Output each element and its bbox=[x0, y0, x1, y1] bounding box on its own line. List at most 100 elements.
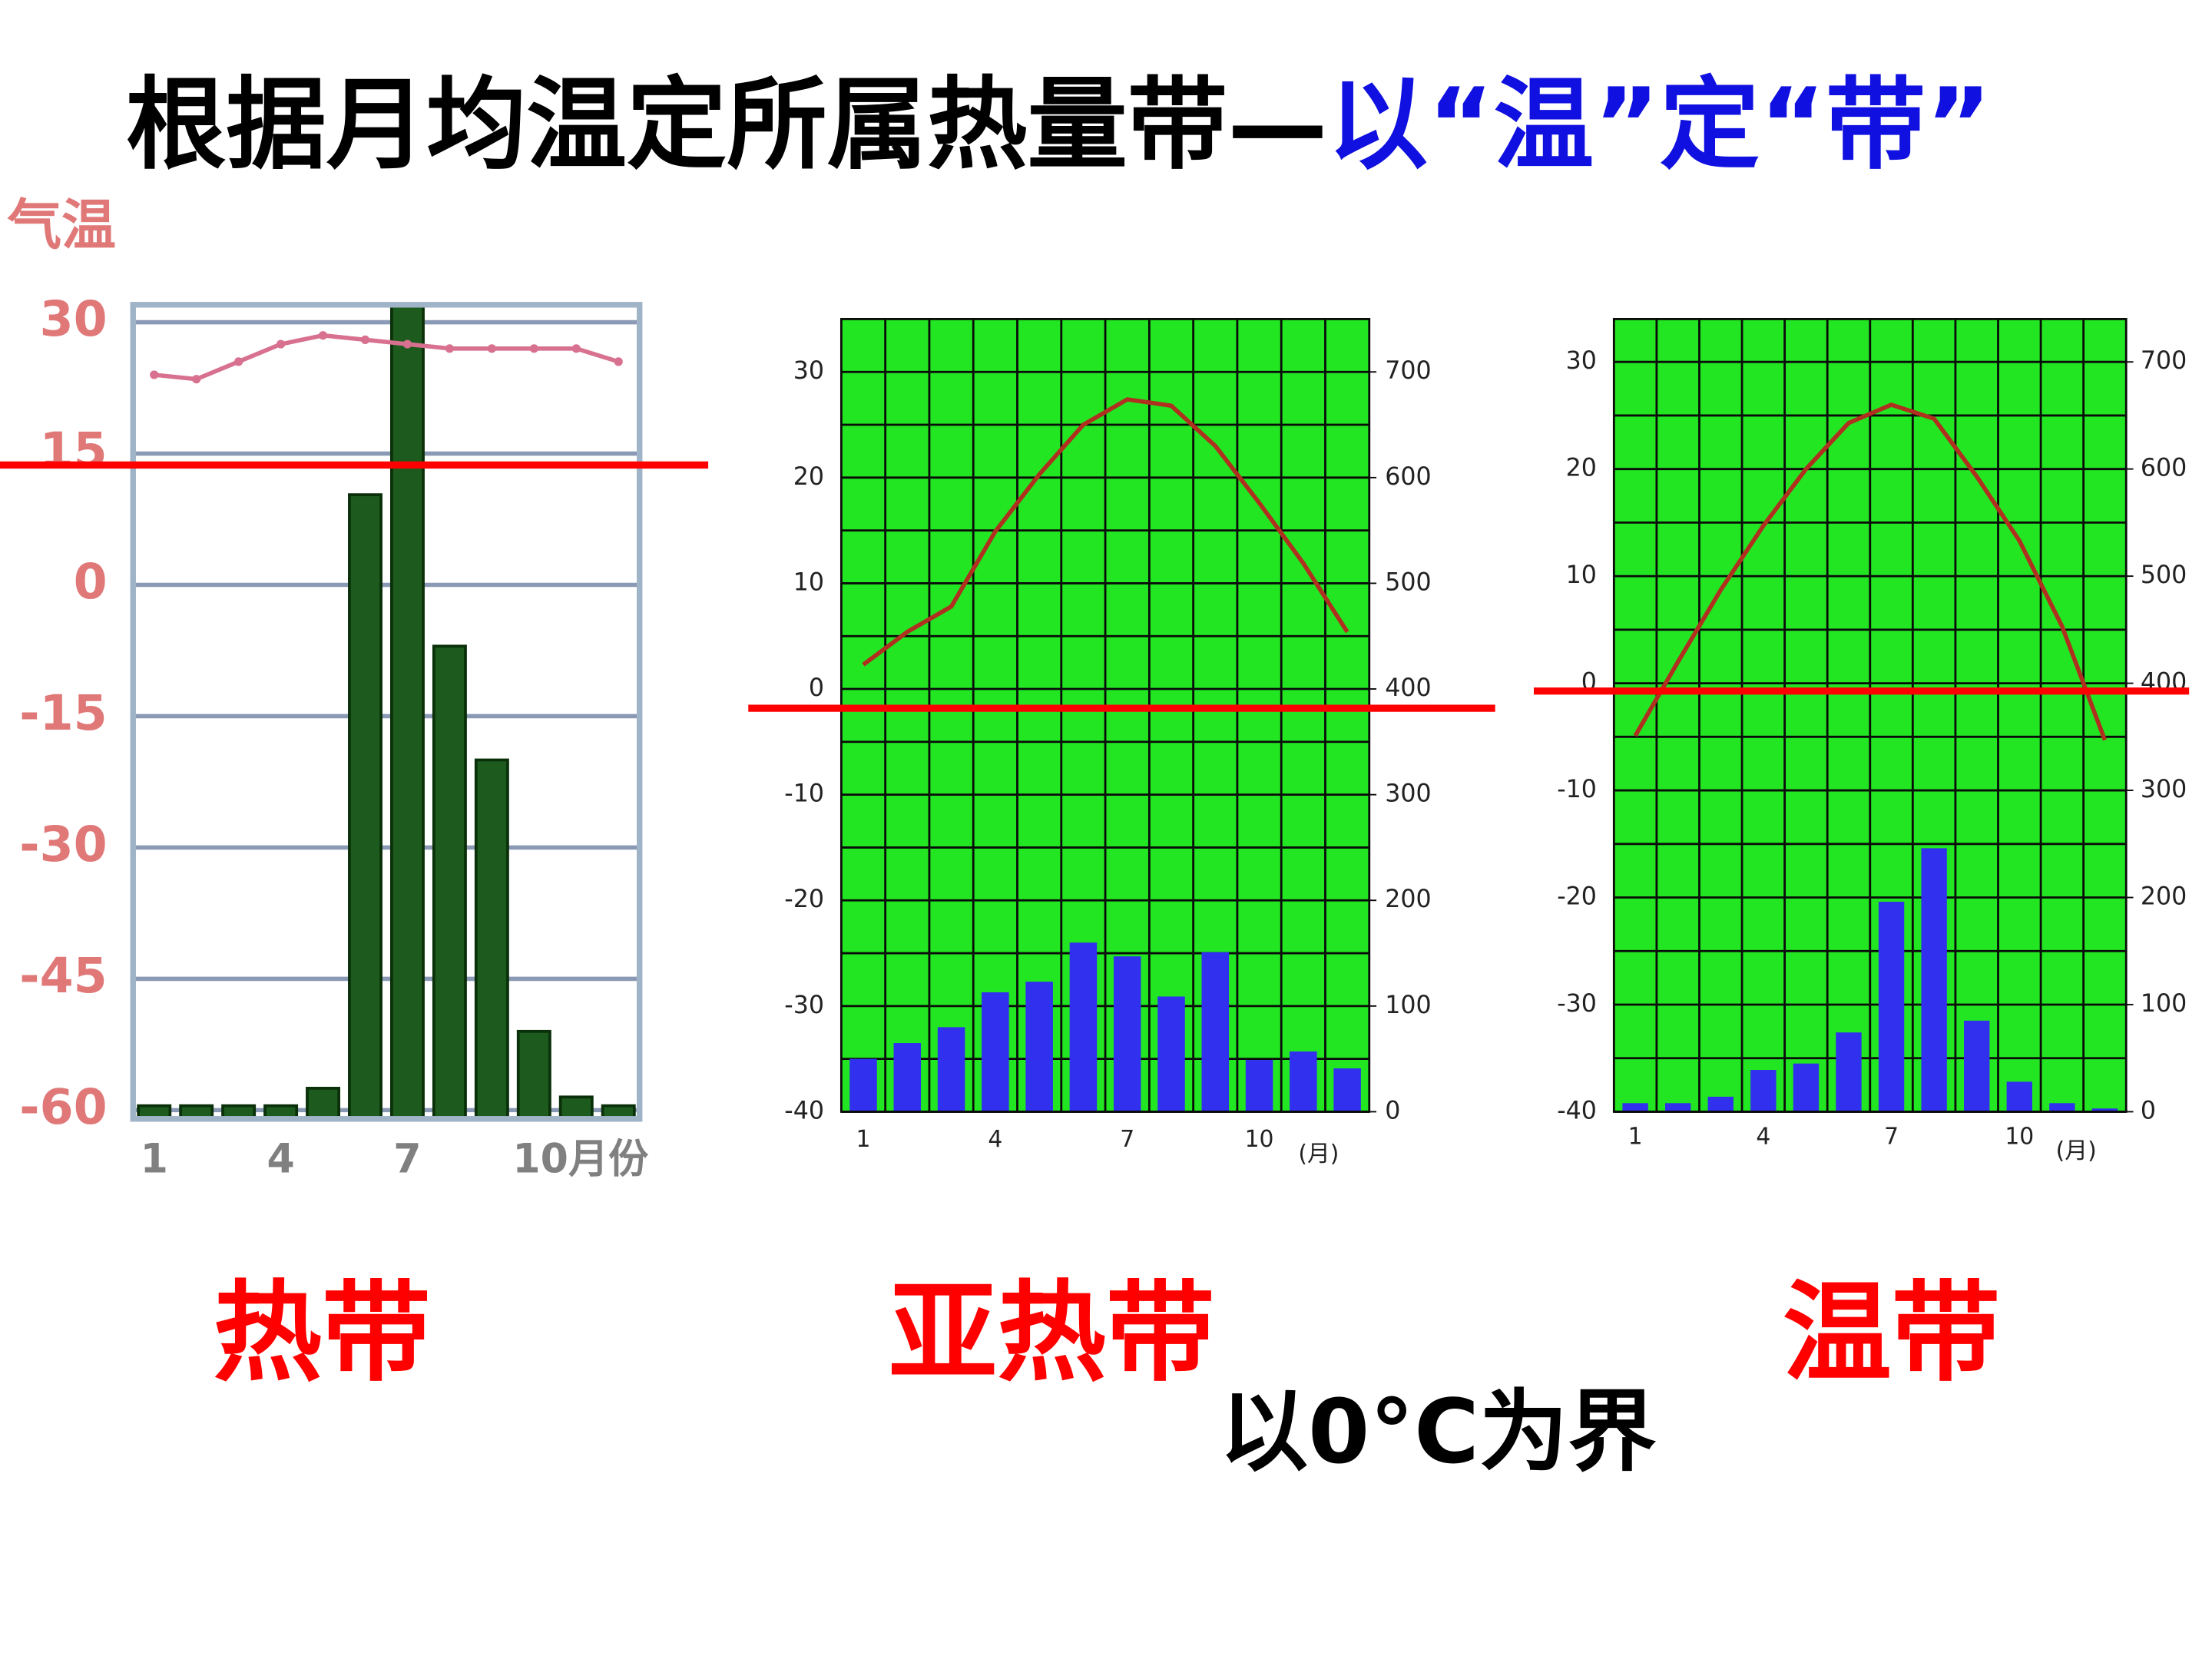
y-tick-label: 30 bbox=[1566, 347, 1597, 375]
bar bbox=[2091, 1108, 2118, 1112]
bar bbox=[1025, 982, 1053, 1112]
bar bbox=[1622, 1103, 1648, 1112]
line-marker bbox=[360, 335, 370, 344]
bar bbox=[2049, 1103, 2075, 1112]
y-tick-label: -60 bbox=[19, 1078, 107, 1135]
bar bbox=[1201, 952, 1230, 1112]
x-tick-label: 7 bbox=[393, 1137, 421, 1183]
y-tick-label: 20 bbox=[1566, 455, 1597, 482]
bar bbox=[516, 1029, 551, 1121]
y2-tick-label: 400 bbox=[1385, 674, 1431, 702]
plot-area bbox=[133, 304, 640, 1119]
bar bbox=[849, 1058, 877, 1112]
x-tick-label: 7 bbox=[1884, 1123, 1899, 1150]
bar bbox=[1113, 956, 1141, 1112]
bar bbox=[389, 303, 425, 1121]
y-tick-label: -10 bbox=[784, 780, 824, 808]
y2-tick-label: 500 bbox=[1385, 568, 1431, 596]
y2-tick-label: 600 bbox=[2141, 455, 2187, 482]
y-axis-label: 气温 bbox=[7, 194, 116, 257]
x-axis-label: (月) bbox=[2056, 1137, 2097, 1164]
x-tick-label: 4 bbox=[988, 1126, 1002, 1153]
y-tick-label: -45 bbox=[19, 947, 107, 1004]
y2-tick-label: 0 bbox=[2141, 1097, 2156, 1124]
bar bbox=[1290, 1051, 1317, 1112]
bar bbox=[1707, 1096, 1734, 1112]
zone-label: 热带 bbox=[214, 1269, 431, 1396]
bar bbox=[1333, 1068, 1361, 1112]
y2-tick-label: 0 bbox=[1385, 1097, 1400, 1124]
x-tick-label: 10 bbox=[2005, 1123, 2034, 1150]
line bbox=[154, 333, 620, 382]
y-tick-label: -40 bbox=[784, 1097, 824, 1124]
x-tick-label: 7 bbox=[1120, 1126, 1134, 1153]
bar bbox=[1069, 942, 1098, 1112]
x-tick-label: 1 bbox=[141, 1137, 168, 1183]
zone-label: 亚热带 bbox=[889, 1269, 1215, 1396]
x-tick-label: 10月份 bbox=[512, 1137, 648, 1183]
x-tick-label: 10 bbox=[1245, 1126, 1274, 1153]
y-tick-label: 10 bbox=[1566, 561, 1597, 589]
title-main: 根据月均温定所属热量带— bbox=[126, 66, 1328, 183]
bar bbox=[1921, 848, 1947, 1112]
plot-frame bbox=[839, 318, 1371, 1113]
bar bbox=[1793, 1063, 1820, 1112]
y2-tick-label: 200 bbox=[1385, 886, 1431, 913]
y-tick-label: -40 bbox=[1557, 1097, 1597, 1124]
y2-tick-label: 300 bbox=[2141, 776, 2187, 803]
y2-tick-label: 100 bbox=[2141, 990, 2187, 1018]
y-tick-label: 30 bbox=[40, 290, 108, 347]
bar bbox=[558, 1095, 594, 1121]
y-tick-label: 30 bbox=[793, 357, 824, 385]
line-marker bbox=[234, 357, 243, 366]
bar bbox=[1964, 1020, 1990, 1112]
x-tick-label: 1 bbox=[856, 1126, 871, 1153]
title-highlight: 以“温”定“带” bbox=[1328, 66, 1992, 183]
y-tick-label: 15 bbox=[40, 422, 108, 478]
bar bbox=[1878, 902, 1905, 1112]
line bbox=[862, 397, 1349, 667]
bar bbox=[937, 1027, 965, 1112]
plot-frame bbox=[1612, 318, 2128, 1113]
y2-tick-label: 700 bbox=[2141, 347, 2187, 375]
y-tick-label: 10 bbox=[793, 568, 824, 596]
y2-tick-label: 600 bbox=[1385, 463, 1431, 491]
y2-tick-label: 300 bbox=[1385, 780, 1431, 808]
y-tick-label: 0 bbox=[809, 674, 824, 702]
bar bbox=[2006, 1081, 2032, 1112]
y-tick-label: -10 bbox=[1557, 776, 1597, 803]
line-marker bbox=[318, 331, 328, 340]
line bbox=[1633, 402, 2108, 741]
y-tick-label: 20 bbox=[793, 463, 824, 491]
y-tick-label: -30 bbox=[1557, 990, 1597, 1018]
note: 以0°C为界 bbox=[1220, 1381, 1657, 1484]
bar bbox=[474, 758, 509, 1121]
line-marker bbox=[614, 357, 623, 366]
y-tick-label: -30 bbox=[19, 816, 107, 873]
bar bbox=[1245, 1060, 1273, 1112]
slide-title: 根据月均温定所属热量带—以“温”定“带” bbox=[126, 66, 1992, 183]
bar bbox=[1665, 1103, 1691, 1112]
line-marker bbox=[150, 370, 159, 379]
line-marker bbox=[571, 344, 581, 353]
bar bbox=[1157, 996, 1185, 1112]
x-axis-label: (月) bbox=[1298, 1141, 1339, 1167]
bar bbox=[306, 1087, 341, 1121]
y2-tick-label: 500 bbox=[2141, 561, 2187, 589]
x-tick-label: 4 bbox=[267, 1137, 294, 1183]
bar bbox=[982, 992, 1009, 1112]
x-tick-label: 1 bbox=[1628, 1123, 1643, 1150]
line-marker bbox=[487, 344, 496, 353]
bar bbox=[1836, 1032, 1862, 1112]
line-marker bbox=[445, 344, 454, 353]
line-marker bbox=[276, 339, 286, 349]
y-tick-label: -20 bbox=[784, 886, 824, 913]
y-tick-label: -30 bbox=[784, 992, 824, 1019]
y-tick-label: 0 bbox=[74, 553, 108, 610]
x-tick-label: 4 bbox=[1756, 1123, 1770, 1150]
y-tick-label: -15 bbox=[19, 684, 107, 741]
line-marker bbox=[402, 339, 412, 349]
bar bbox=[1750, 1070, 1777, 1112]
y2-tick-label: 100 bbox=[1385, 992, 1431, 1019]
